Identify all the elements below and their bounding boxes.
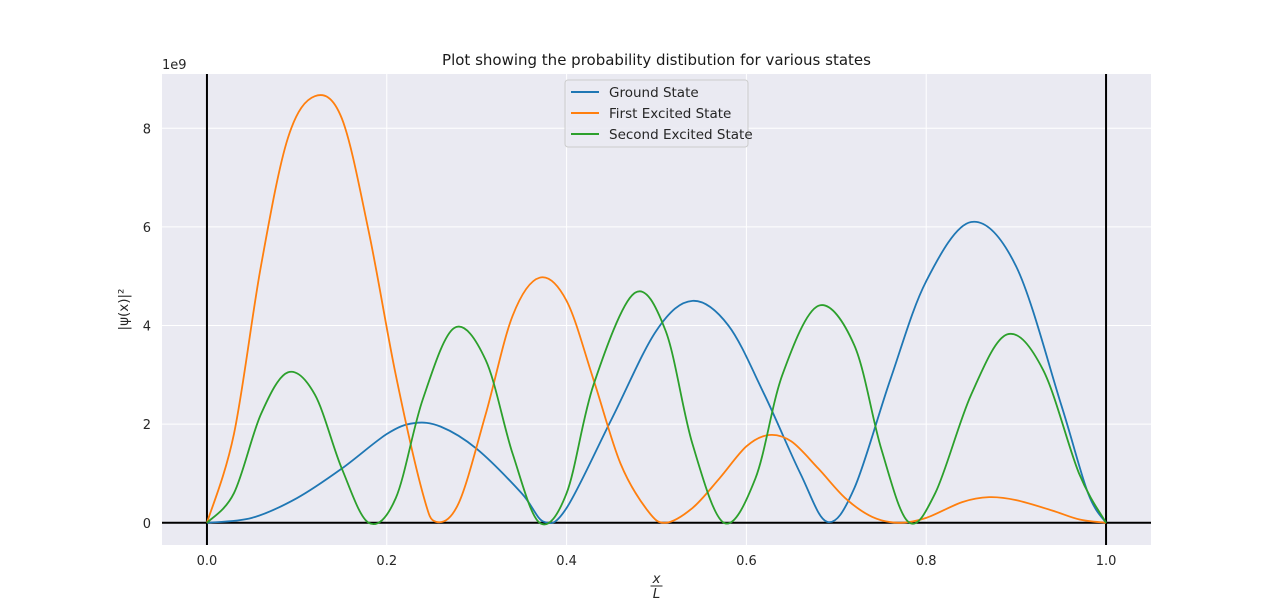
series-line-ground-state — [206, 220, 1107, 525]
y-tick-labels: 0 2 4 6 8 — [143, 122, 151, 532]
x-tick-labels: 0.0 0.2 0.4 0.6 0.8 1.0 — [197, 554, 1117, 569]
y-offset-label: 1e9 — [162, 58, 187, 73]
x-axis-label: x L — [650, 571, 663, 602]
legend-label-first-excited-state: First Excited State — [609, 106, 731, 122]
x-tick-label: 1.0 — [1096, 554, 1117, 569]
legend-label-ground-state: Ground State — [609, 85, 699, 101]
series-line-first-excited-state — [206, 94, 1107, 524]
series-lines — [206, 94, 1107, 526]
y-tick-label: 2 — [143, 418, 151, 433]
x-tick-label: 0.4 — [556, 554, 577, 569]
x-tick-label: 0.2 — [376, 554, 397, 569]
legend: Ground State First Excited State Second Ex… — [564, 79, 753, 148]
x-axis-label-numerator: x — [652, 571, 662, 587]
legend-label-second-excited-state: Second Excited State — [609, 127, 753, 143]
chart-title: Plot showing the probability distibution… — [442, 51, 871, 69]
x-tick-label: 0.0 — [197, 554, 218, 569]
y-tick-label: 6 — [143, 221, 151, 236]
y-tick-label: 4 — [143, 320, 151, 335]
x-axis-label-denominator: L — [653, 586, 661, 602]
reference-lines — [162, 74, 1151, 545]
y-tick-label: 0 — [143, 517, 151, 532]
legend-box — [564, 79, 749, 148]
y-tick-label: 8 — [143, 122, 151, 137]
x-tick-label: 0.8 — [916, 554, 937, 569]
series-line-second-excited-state — [206, 290, 1107, 526]
y-axis-label: |ψ(x)|² — [116, 289, 132, 331]
x-tick-label: 0.6 — [736, 554, 757, 569]
